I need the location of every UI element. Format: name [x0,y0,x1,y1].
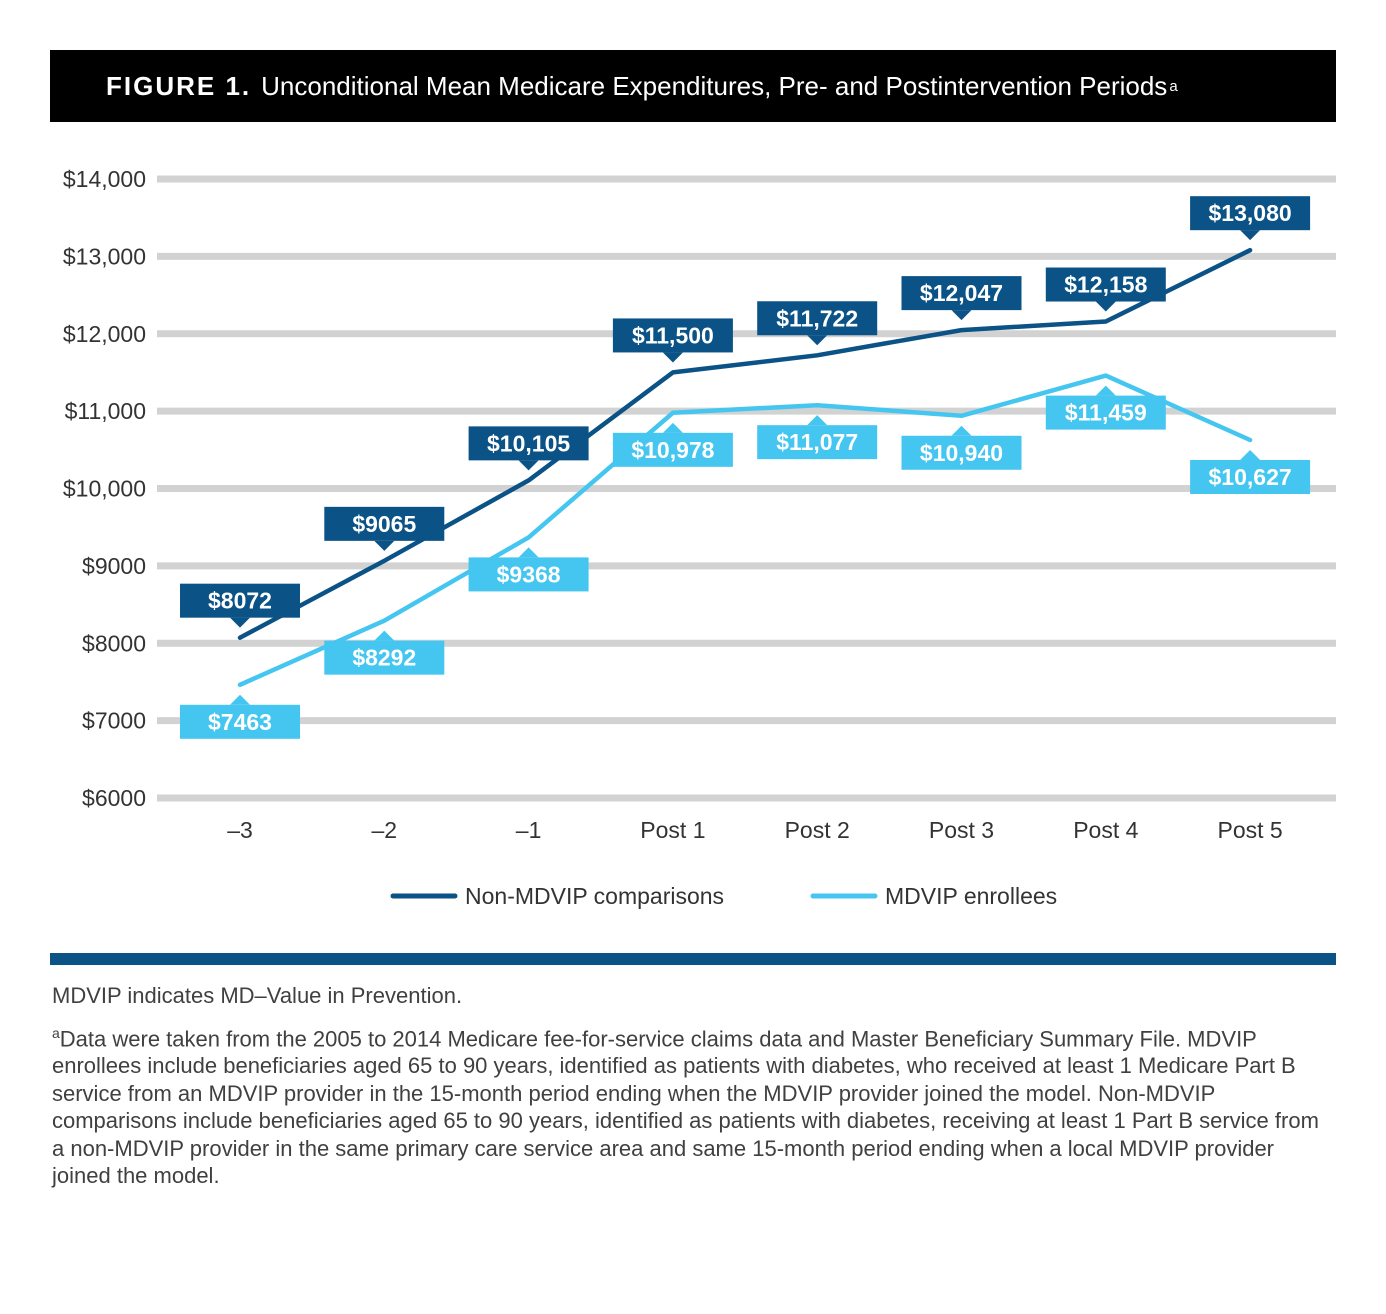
legend-label: MDVIP enrollees [885,883,1057,909]
x-tick-label: Post 1 [640,817,705,843]
data-label-box [612,318,733,353]
data-label-box [901,276,1022,311]
data-label-pointer [374,630,395,641]
divider-rule [50,953,1336,965]
y-tick-label: $10,000 [63,476,146,502]
data-label-box [1190,459,1311,494]
data-label-pointer [951,310,972,321]
footnote-marker: a [52,1024,60,1041]
data-label: $13,080 [1209,200,1292,226]
data-label: $8072 [208,588,272,614]
data-label-box [468,557,589,592]
data-label: $9368 [497,561,561,587]
figure-label: FIGURE 1. [106,70,252,101]
data-label-pointer [662,352,683,363]
data-label: $10,978 [631,437,714,463]
y-tick-label: $14,000 [63,166,146,192]
data-label: $12,158 [1064,272,1147,298]
data-label-box [757,301,878,336]
y-tick-label: $6000 [82,785,146,811]
data-label-pointer [807,335,828,346]
y-tick-label: $8000 [82,630,146,656]
data-label-box [1190,196,1311,231]
data-label-pointer [374,540,395,551]
data-label: $12,047 [920,280,1003,306]
y-tick-label: $7000 [82,708,146,734]
data-label: $8292 [352,645,416,671]
data-label-box [1045,267,1166,302]
x-tick-label: Post 5 [1217,817,1282,843]
data-label-pointer [518,460,539,471]
x-tick-label: Post 4 [1073,817,1138,843]
data-label-box [324,640,445,675]
data-label: $10,627 [1209,464,1292,490]
abbreviation-note: MDVIP indicates MD–Value in Prevention. [52,983,463,1008]
data-label-pointer [1240,230,1261,241]
y-tick-label: $13,000 [63,243,146,269]
series-line-mdvip [237,373,1253,688]
data-label-box [901,435,1022,470]
data-label-pointer [230,694,250,705]
figure-title: Unconditional Mean Medicare Expenditures… [261,70,1168,101]
x-tick-label: –2 [372,817,398,843]
data-label-box [180,704,300,739]
data-label-pointer [1240,449,1261,460]
data-label-pointer [1095,385,1116,396]
data-label: $10,105 [487,430,570,456]
data-label-pointer [951,425,972,436]
x-tick-label: Post 3 [929,817,994,843]
title-footnote-marker: a [1169,77,1178,95]
data-label: $11,722 [776,305,858,331]
data-label-box [180,583,300,618]
data-label-pointer [662,422,683,433]
x-tick-label: –3 [227,817,253,843]
data-label-pointer [518,547,539,558]
data-label: $11,500 [632,322,714,348]
data-label: $11,459 [1065,400,1147,426]
data-label-pointer [1095,301,1116,312]
footnote: aData were taken from the 2005 to 2014 M… [52,1020,1332,1190]
data-label: $10,940 [920,440,1003,466]
data-label-box [1045,395,1166,430]
data-label-pointer [230,617,250,628]
figure-title-bar: FIGURE 1. Unconditional Mean Medicare Ex… [50,50,1336,122]
data-label: $7463 [208,709,272,735]
legend-label: Non-MDVIP comparisons [465,883,724,909]
y-tick-label: $9000 [82,553,146,579]
series-line-non-mdvip [237,247,1253,640]
footnote-text: Data were taken from the 2005 to 2014 Me… [52,1025,1319,1189]
x-tick-label: –1 [516,817,542,843]
data-label-pointer [807,415,828,426]
data-label-box [324,506,445,541]
data-label-box [468,426,589,461]
line-chart: $6000 $7000 $8000 $9000 $10,000 $11,000 $12,00… [63,166,1336,909]
data-label-box [757,425,878,460]
data-label: $9065 [352,511,416,537]
data-label: $11,077 [776,429,858,455]
y-tick-label: $11,000 [65,398,146,424]
data-label-box [612,432,733,467]
x-tick-label: Post 2 [785,817,850,843]
figure-notes: MDVIP indicates MD–Value in Prevention. … [52,982,1332,1190]
y-tick-label: $12,000 [63,321,146,347]
